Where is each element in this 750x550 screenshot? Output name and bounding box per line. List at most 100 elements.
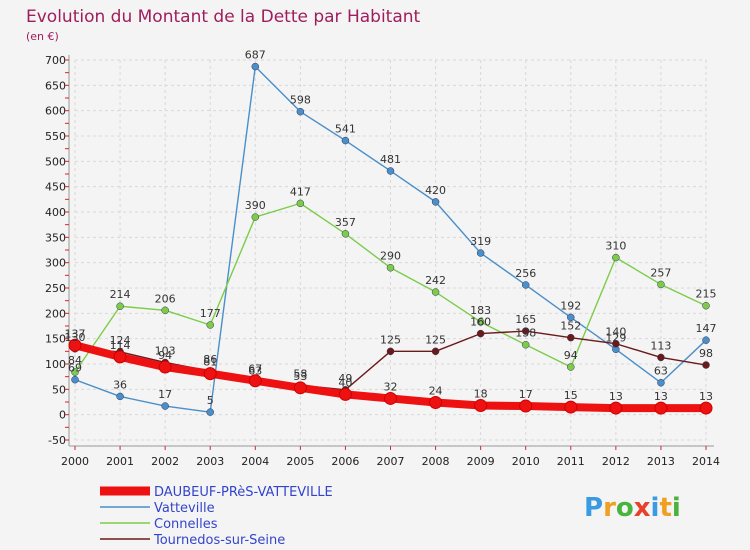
data-label: 257 — [650, 266, 671, 279]
data-label: 49 — [338, 372, 352, 385]
legend-label: DAUBEUF-PRèS-VATTEVILLE — [154, 485, 333, 500]
y-tick-label: 150 — [45, 333, 66, 346]
data-label: 15 — [564, 389, 578, 402]
data-label: 256 — [515, 267, 536, 280]
axes: -50 0 50 100 150 200 250 300 350 400 450 500 550 600 6… — [45, 54, 720, 468]
x-tick-label: 2002 — [151, 455, 179, 468]
data-point — [296, 107, 305, 116]
y-tick-label: 400 — [45, 206, 66, 219]
x-tick-label: 2000 — [61, 455, 89, 468]
data-label: 160 — [470, 316, 491, 329]
data-label: 124 — [110, 334, 131, 347]
proxiti-logo: Proxiti — [584, 493, 681, 523]
x-tick-label: 2004 — [241, 455, 269, 468]
data-label: 113 — [650, 339, 671, 352]
data-label: 357 — [335, 216, 356, 229]
data-point — [521, 327, 530, 335]
data-point — [161, 402, 169, 410]
y-tick-label: 100 — [45, 358, 66, 371]
data-point — [702, 301, 710, 310]
data-label: 36 — [113, 378, 127, 391]
data-label: 215 — [696, 288, 717, 301]
data-point — [564, 400, 578, 414]
data-label: 129 — [605, 331, 626, 344]
data-label: 13 — [654, 390, 668, 403]
data-label: 94 — [564, 349, 578, 362]
data-point — [68, 338, 82, 352]
data-point — [338, 387, 352, 401]
data-label: 13 — [699, 390, 713, 403]
data-point — [476, 249, 485, 257]
data-point — [384, 391, 397, 405]
x-tick-label: 2007 — [377, 455, 405, 468]
legend-label: Tournedos-sur-Seine — [153, 533, 285, 548]
logo-letter: t — [659, 493, 671, 523]
logo-letter: o — [616, 493, 634, 523]
logo-letter: r — [603, 493, 616, 523]
data-label: 420 — [425, 184, 446, 197]
legend-label: Connelles — [154, 517, 218, 532]
data-point — [519, 399, 533, 413]
data-label: 242 — [425, 274, 446, 287]
data-point — [657, 280, 665, 289]
y-tick-label: 300 — [45, 257, 66, 270]
series-daubeuf-pr-s-vatteville — [68, 338, 713, 415]
data-label: 598 — [290, 94, 311, 107]
data-label: 310 — [605, 240, 626, 253]
y-tick-label: 0 — [59, 409, 66, 422]
legend: DAUBEUF-PRèS-VATTEVILLEVattevilleConnell… — [100, 485, 333, 548]
y-tick-label: 50 — [52, 383, 66, 396]
logo-letter: x — [634, 493, 651, 523]
data-label: 192 — [560, 299, 581, 312]
data-point — [431, 198, 440, 206]
y-tick-label: 600 — [45, 105, 66, 118]
x-tick-label: 2003 — [196, 455, 224, 468]
data-point — [296, 199, 305, 208]
data-point — [206, 408, 214, 416]
data-point — [341, 136, 350, 145]
data-label: 152 — [560, 320, 581, 333]
data-point — [116, 302, 124, 310]
data-point — [203, 367, 217, 381]
data-point — [71, 375, 79, 384]
data-label: 114 — [110, 339, 131, 352]
x-tick-label: 2008 — [422, 455, 450, 468]
y-tick-label: 200 — [45, 307, 66, 320]
y-tick-label: 350 — [45, 231, 66, 244]
data-point — [386, 167, 395, 175]
data-label: 541 — [335, 123, 356, 136]
data-point — [206, 321, 214, 329]
data-point — [474, 399, 488, 413]
x-tick-label: 2006 — [331, 455, 359, 468]
logo-letter: i — [672, 493, 681, 523]
x-tick-label: 2009 — [467, 455, 495, 468]
x-tick-label: 2014 — [692, 455, 720, 468]
x-tick-label: 2011 — [557, 455, 585, 468]
data-label: 40 — [338, 376, 352, 389]
y-tick-label: 650 — [45, 79, 66, 92]
y-tick-label: -50 — [48, 434, 66, 447]
data-label: 147 — [696, 322, 717, 335]
data-point — [386, 263, 395, 272]
y-tick-label: 500 — [45, 155, 66, 168]
data-label: 177 — [200, 307, 221, 320]
data-label: 53 — [293, 370, 307, 383]
data-point — [521, 340, 530, 349]
data-label: 687 — [245, 49, 266, 62]
x-tick-label: 2001 — [106, 455, 134, 468]
data-label: 81 — [203, 356, 217, 369]
data-label: 32 — [384, 380, 398, 393]
data-point — [567, 313, 575, 322]
data-point — [657, 353, 665, 362]
data-point — [248, 374, 262, 388]
data-point — [654, 401, 668, 415]
x-tick-label: 2013 — [647, 455, 675, 468]
data-point — [431, 347, 440, 356]
series-layer — [68, 62, 713, 416]
y-tick-label: 250 — [45, 282, 66, 295]
data-point — [116, 392, 124, 401]
data-label: 214 — [110, 288, 131, 301]
data-label: 63 — [654, 365, 668, 378]
data-point — [476, 318, 485, 326]
